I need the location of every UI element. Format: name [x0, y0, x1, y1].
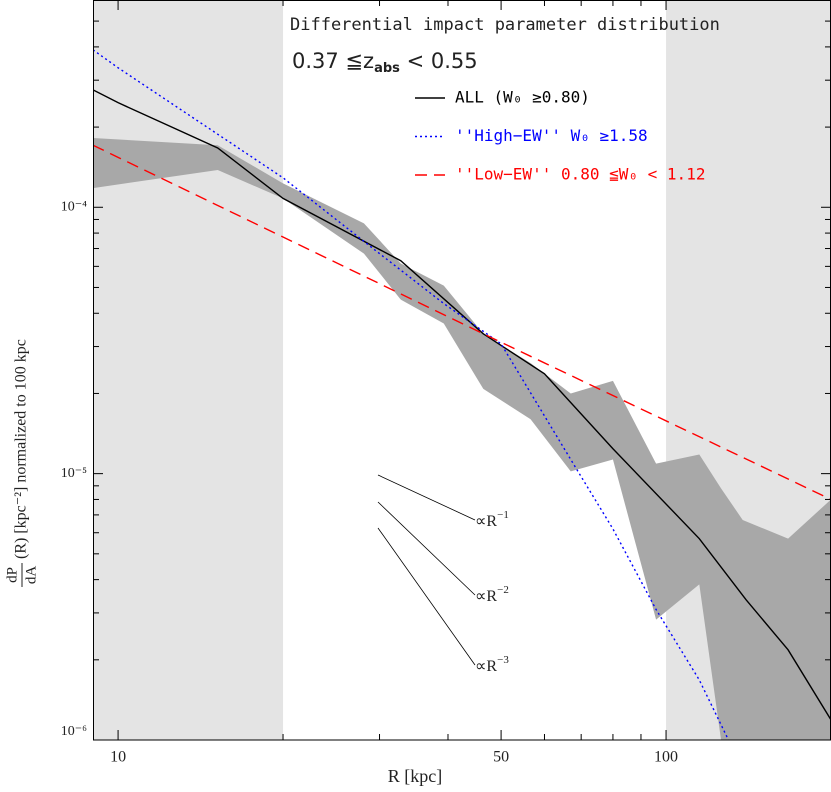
reference-label: ∝R−1: [475, 509, 509, 530]
reference-label: ∝R−2: [475, 584, 509, 605]
reference-text: ∝R: [475, 513, 497, 530]
reference-line: [377, 527, 476, 666]
subtitle-sub: abs: [374, 61, 400, 76]
x-tick-label: 50: [493, 749, 509, 766]
y-label-num: dP: [4, 567, 20, 583]
reference-text: ∝R: [475, 658, 497, 675]
y-label-den: dA: [23, 566, 39, 585]
legend-label: ALL (W₀ ≥0.80): [455, 88, 590, 107]
reference-line: [377, 474, 476, 521]
plot-layer: [93, 0, 831, 740]
y-tick-label: 10⁻⁶: [61, 724, 87, 739]
y-label-rest: (R) [kpc⁻²] normalized to 100 kpc: [13, 339, 30, 559]
scatter-band: [93, 137, 831, 740]
reference-exponent: −2: [497, 584, 509, 596]
reference-line: [377, 501, 476, 596]
y-tick-label: 10⁻⁵: [61, 466, 87, 481]
legend-label: ''Low−EW'' 0.80 ≦W₀ < 1.12: [455, 165, 705, 184]
x-tick-label: 10: [110, 749, 126, 766]
reference-exponent: −1: [497, 509, 509, 521]
y-axis-label: dP dA (R) [kpc⁻²] normalized to 100 kpc: [4, 339, 39, 587]
series-line: [93, 144, 831, 501]
series-line: [93, 89, 831, 721]
x-axis-label: R [kpc]: [388, 766, 442, 786]
x-tick-label: 100: [654, 749, 678, 766]
reference-exponent: −3: [497, 654, 509, 666]
legend-label: ''High−EW'' W₀ ≥1.58: [455, 126, 648, 145]
subtitle-part: < 0.55: [400, 49, 478, 73]
chart-subtitle: 0.37 ≦zabs < 0.55: [292, 49, 478, 76]
y-tick-label: 10⁻⁴: [61, 199, 87, 214]
chart-title: Differential impact parameter distributi…: [290, 15, 720, 35]
reference-label: ∝R−3: [475, 654, 509, 675]
shaded-range: [93, 0, 284, 740]
reference-text: ∝R: [475, 588, 497, 605]
subtitle-part: 0.37 ≦z: [292, 49, 374, 73]
